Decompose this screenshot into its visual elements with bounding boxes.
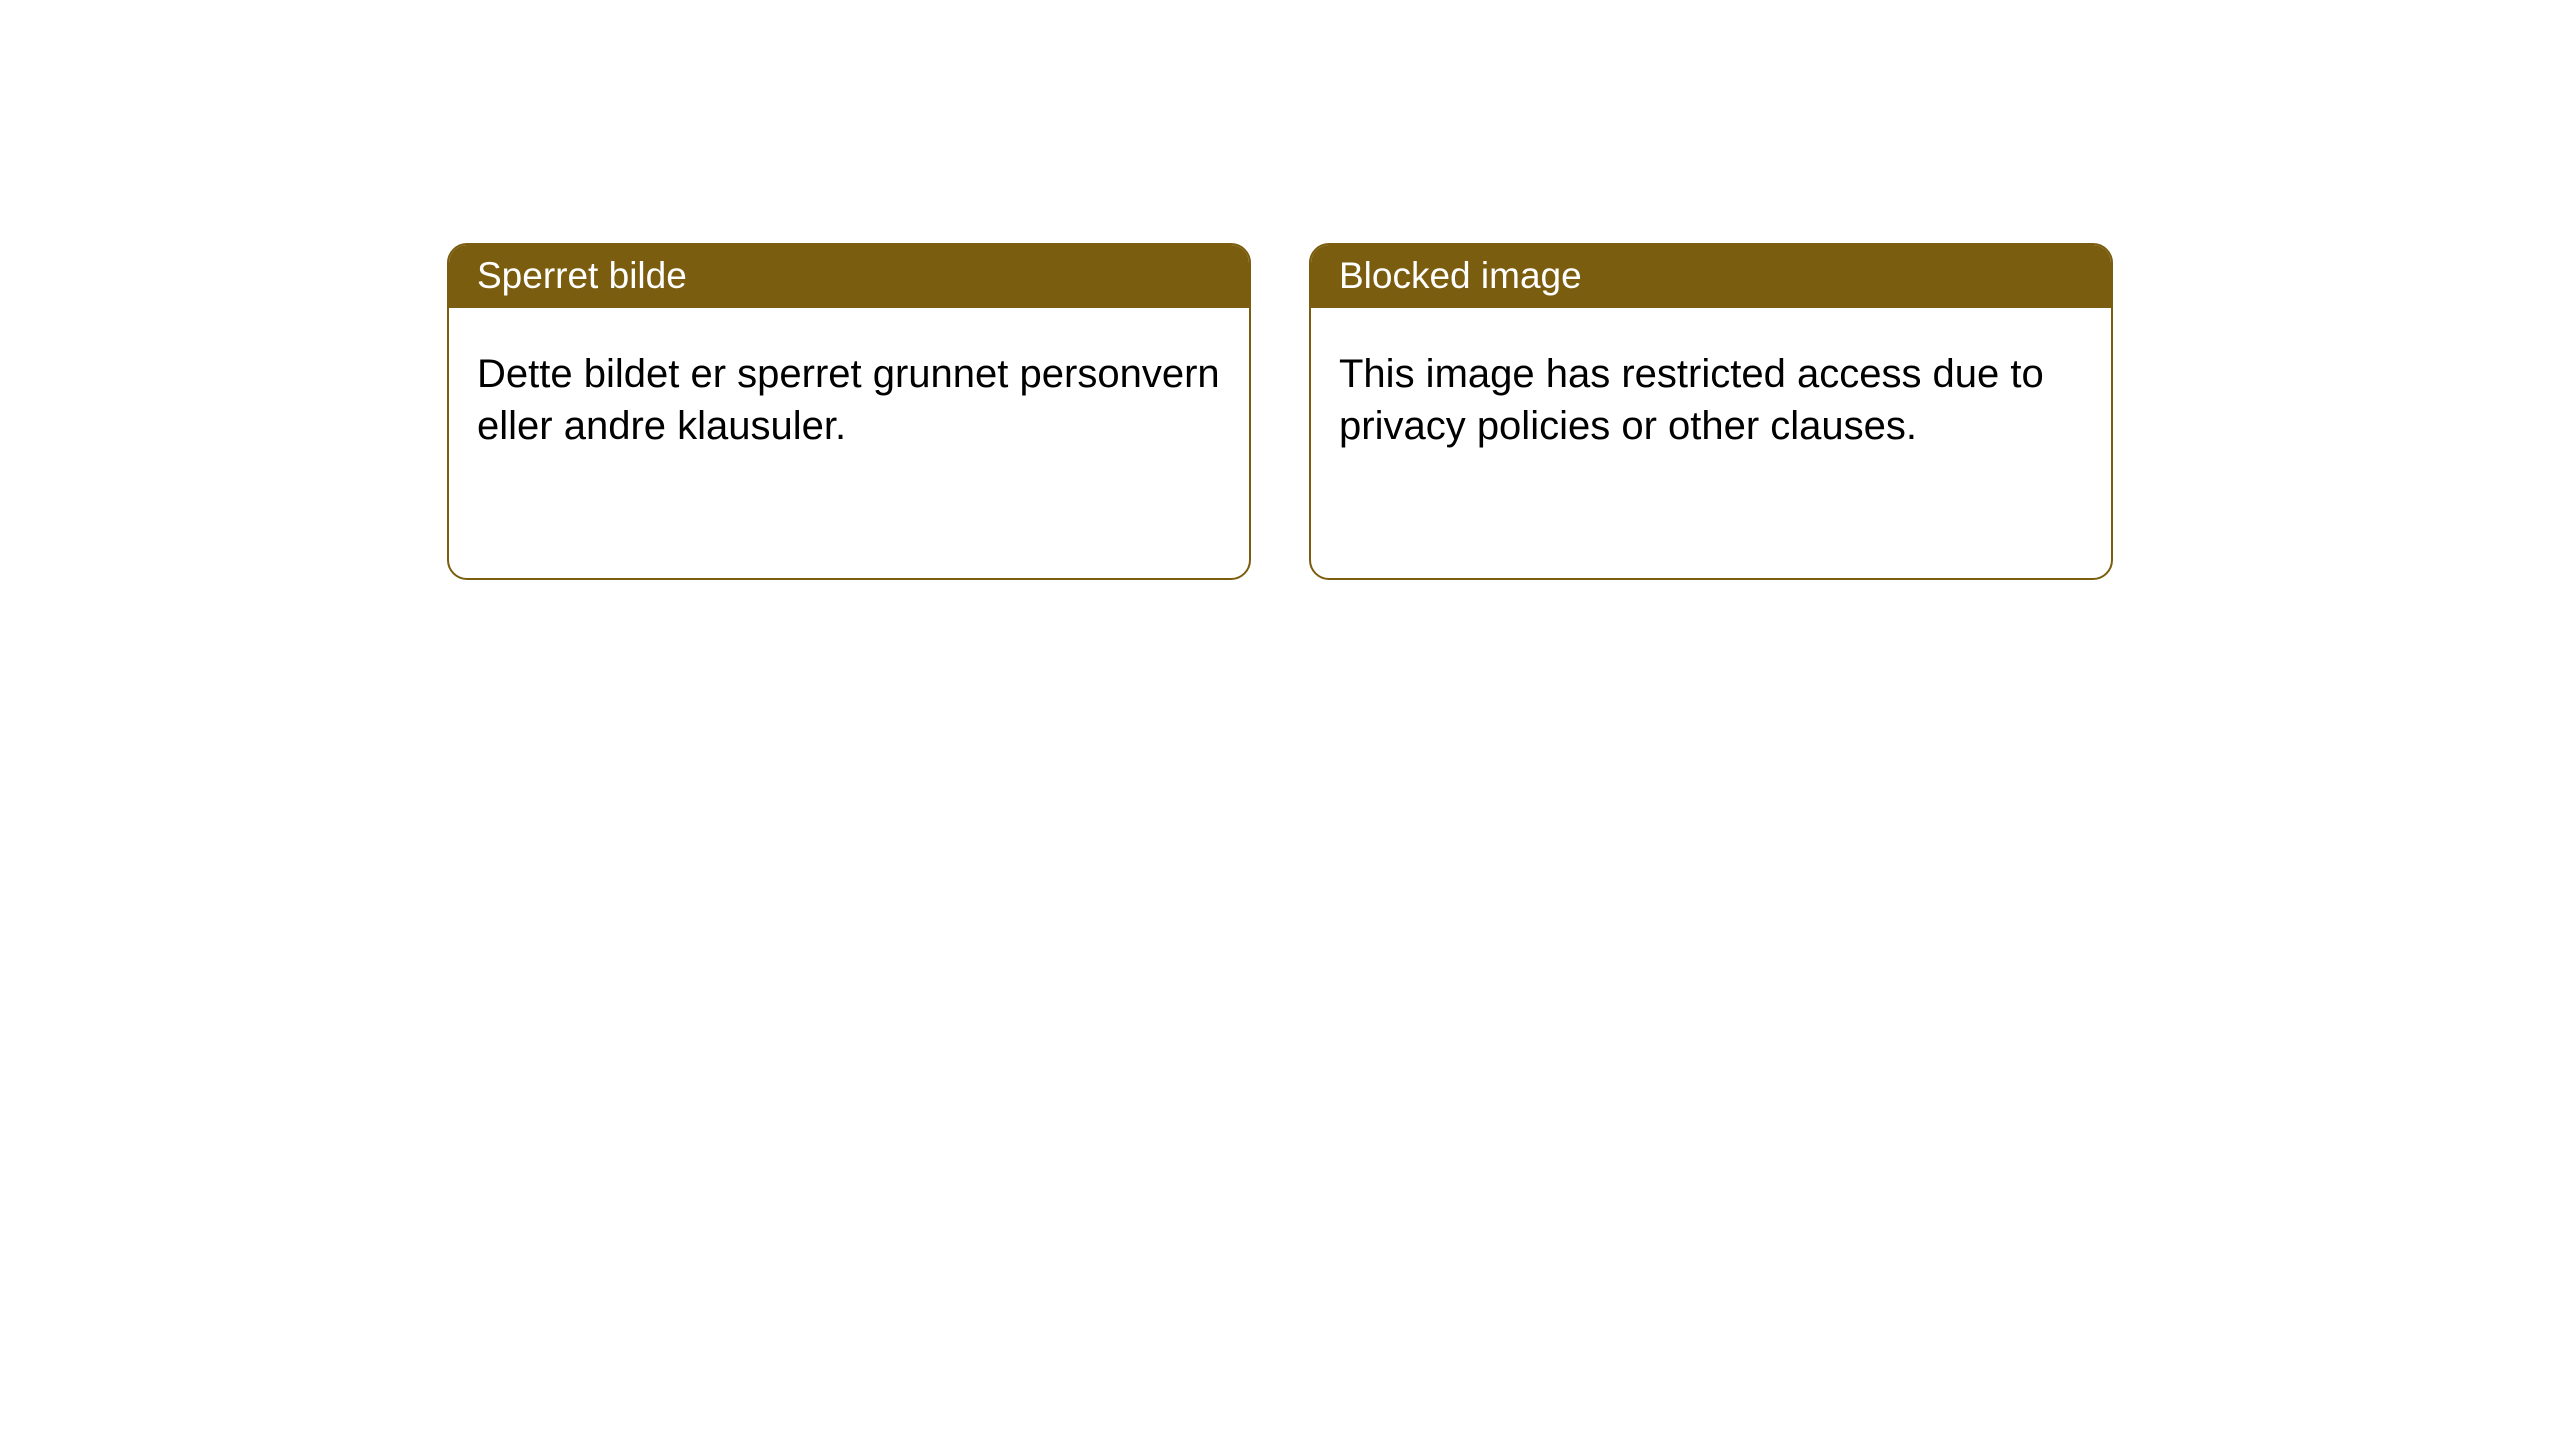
blocked-image-card-en: Blocked image This image has restricted … [1309,243,2113,580]
card-body-en: This image has restricted access due to … [1311,308,2111,480]
card-header-en: Blocked image [1311,245,2111,308]
notice-container: Sperret bilde Dette bildet er sperret gr… [0,0,2560,580]
card-header-no: Sperret bilde [449,245,1249,308]
blocked-image-card-no: Sperret bilde Dette bildet er sperret gr… [447,243,1251,580]
card-body-no: Dette bildet er sperret grunnet personve… [449,308,1249,480]
